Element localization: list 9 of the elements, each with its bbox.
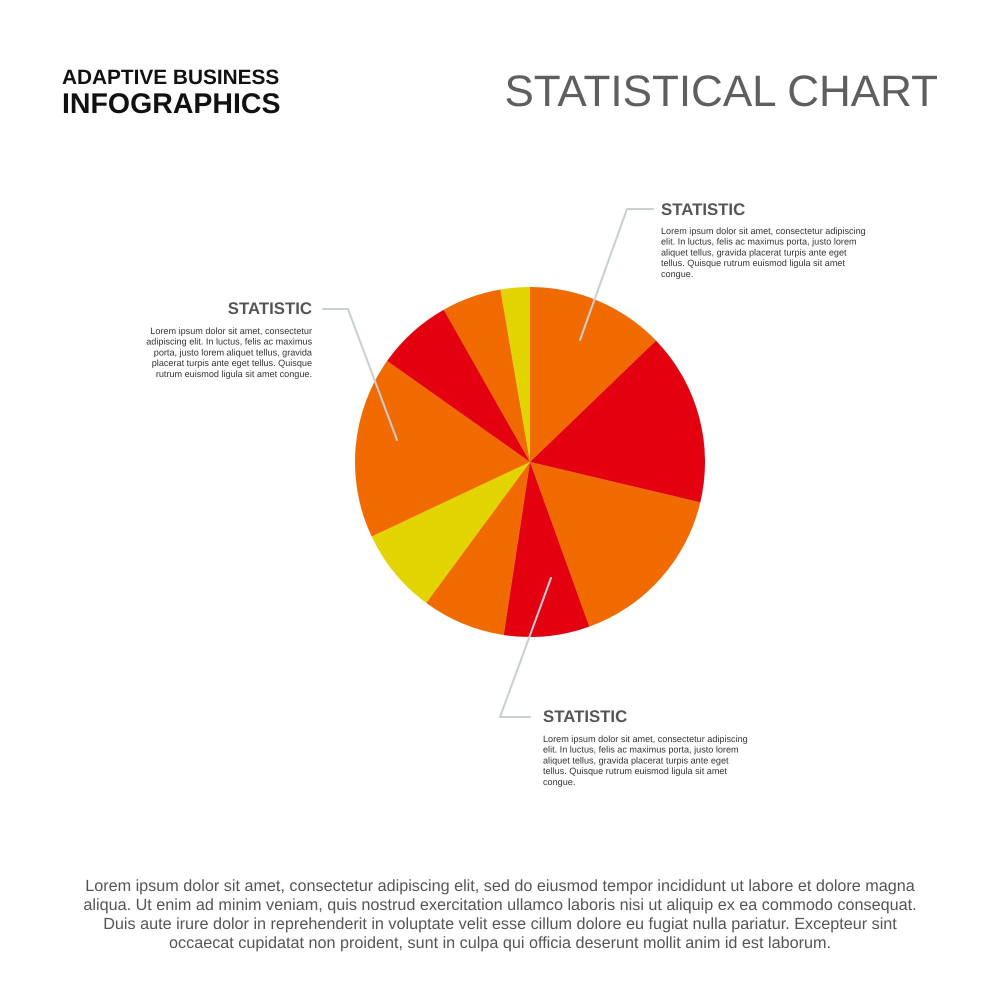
text: Lorem ipsum dolor sit amet, consectetur adipiscing elit, sed do eiusmod tempor incididunt ut labore et dolore magna aliqua. Ut enim ad minim veniam, quis nostrud exercitation ullamco laboris nisi ut aliquip ex ea commodo consequat. Duis aute irure dolor in reprehenderit in voluptate velit esse cillum dolore eu fugiat nulla pariatur. Excepteur sint occaecat cupidatat non proident, sunt in culpa qui officia deserunt mollit anim id est laborum. (83, 877, 917, 952)
text: STATISTIC (543, 707, 628, 726)
chart-title: STATISTICAL CHART (504, 67, 938, 116)
text: STATISTIC (228, 299, 312, 318)
text: Lorem ipsum dolor sit amet, consectetur adipiscing elit. In luctus, felis ac maximus porta, justo lorem aliquet tellus, gravida placerat turpis ante eget tellus. Quisque rutrum euismod ligula sit amet congue. (543, 734, 748, 787)
text: Lorem ipsum dolor sit amet, consectetur adipiscing elit. In luctus, felis ac maximus porta, justo lorem aliquet tellus, gravida placerat turpis ante eget tellus. Quisque rutrum euismod ligula sit amet congue. (146, 326, 313, 379)
chart-subtitle: ADAPTIVE BUSINESS INFOGRAPHICS (62, 66, 281, 120)
text: STATISTIC (661, 200, 746, 219)
text: Lorem ipsum dolor sit amet, consectetur adipiscing elit. In luctus, felis ac maximus porta, justo lorem aliquet tellus, gravida placerat turpis ante eget tellus. Quisque rutrum euismod ligula sit amet congue. (661, 226, 866, 279)
